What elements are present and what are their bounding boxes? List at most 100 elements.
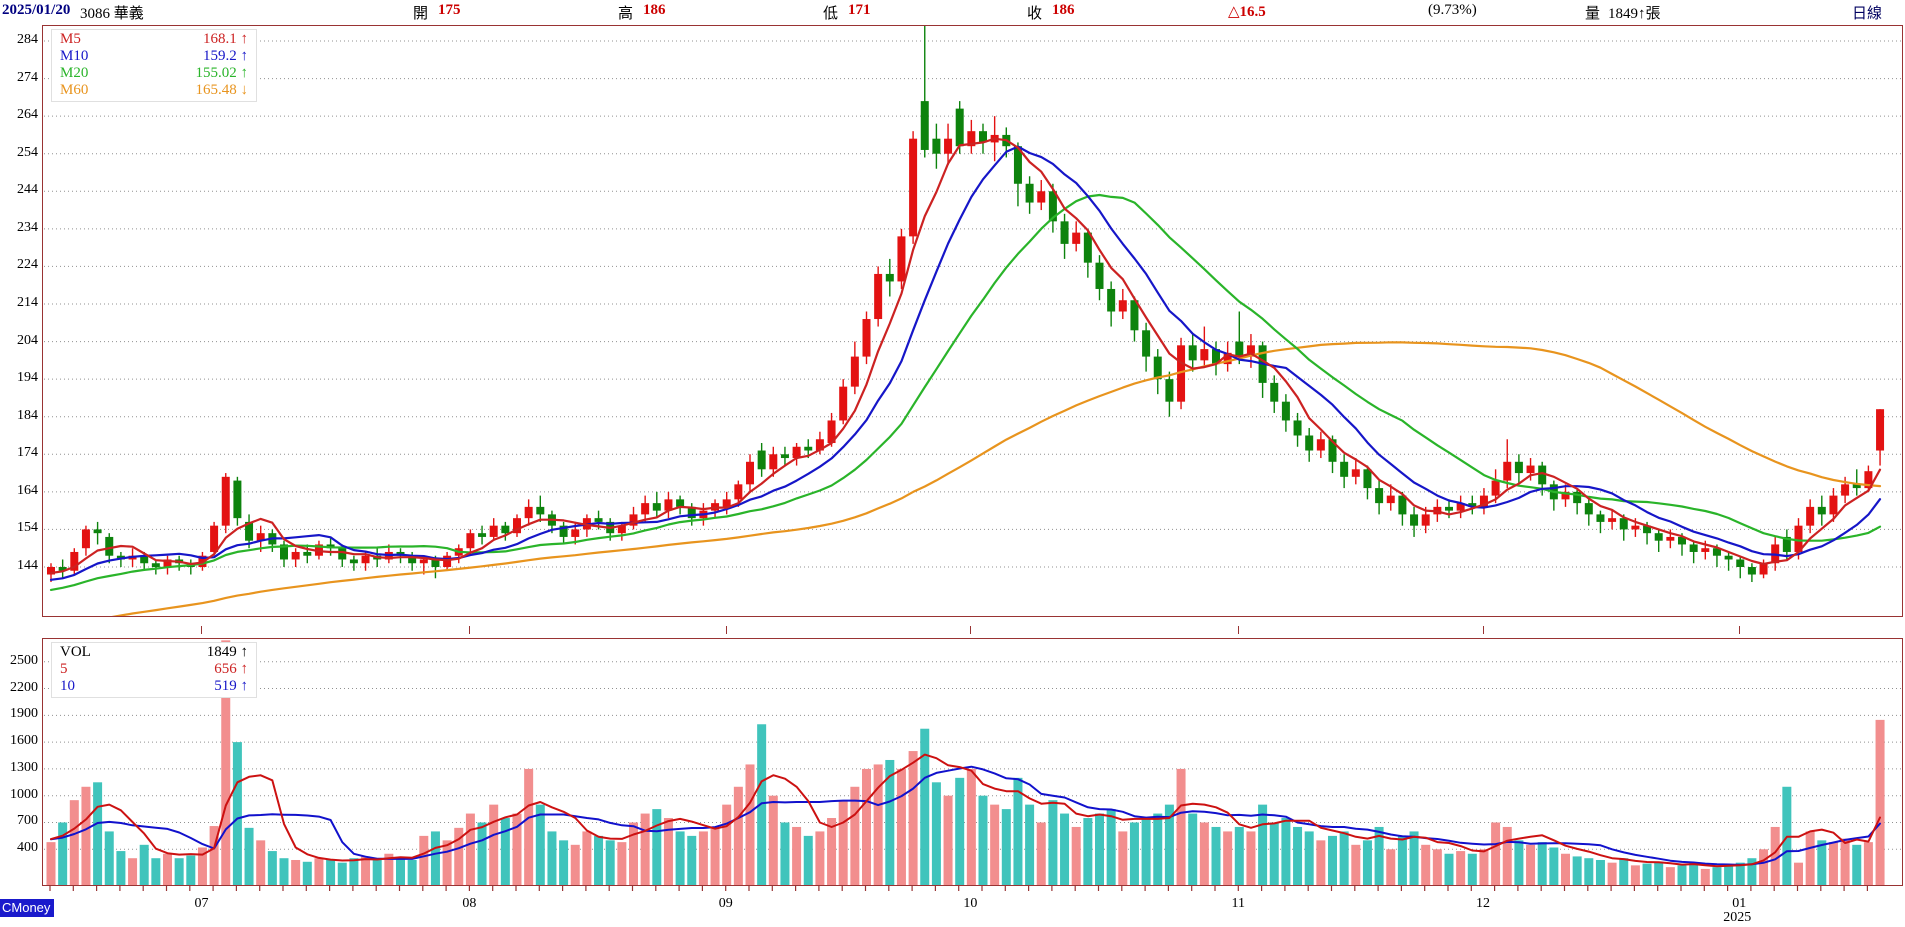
volume-bar[interactable] [209,826,219,885]
volume-chart-canvas[interactable] [43,639,1902,885]
volume-bar[interactable] [617,842,627,885]
volume-bar[interactable] [1875,719,1885,885]
volume-bar[interactable] [93,782,103,885]
volume-bar[interactable] [745,764,755,885]
candle[interactable] [1025,183,1034,203]
candle[interactable] [1246,345,1255,357]
volume-bar[interactable] [1246,831,1256,885]
candle[interactable] [1666,536,1675,541]
volume-bar[interactable] [1805,831,1815,885]
candle[interactable] [314,544,323,556]
candle[interactable] [1130,300,1139,331]
volume-bar[interactable] [1770,826,1780,885]
candle[interactable] [1270,382,1279,402]
candle[interactable] [967,131,976,147]
candle[interactable] [1235,341,1244,357]
volume-bar[interactable] [722,804,732,885]
volume-bar[interactable] [1677,865,1687,885]
candle[interactable] [629,514,638,526]
candle[interactable] [1538,465,1547,485]
volume-bar[interactable] [815,831,825,885]
candle[interactable] [303,551,312,556]
volume-bar[interactable] [547,831,557,885]
volume-bar[interactable] [1502,826,1512,885]
candle[interactable] [897,236,906,282]
candle[interactable] [233,480,242,519]
candle[interactable] [1107,288,1116,312]
volume-bar[interactable] [1561,853,1570,885]
volume-bar[interactable] [151,858,161,885]
volume-bar[interactable] [477,822,487,885]
volume-bar[interactable] [1153,813,1163,885]
candle[interactable] [1118,300,1127,312]
candle[interactable] [1293,420,1302,436]
volume-bar[interactable] [1747,858,1757,885]
candle[interactable] [1072,232,1081,244]
candle[interactable] [676,499,685,507]
volume-bar[interactable] [1724,864,1734,885]
volume-bar[interactable] [291,859,301,885]
volume-bar[interactable] [396,858,405,885]
candle[interactable] [1200,349,1209,361]
volume-bar[interactable] [1759,849,1769,885]
volume-bar[interactable] [873,764,883,885]
candle[interactable] [815,439,824,451]
candle[interactable] [1829,495,1838,515]
candle[interactable] [47,566,55,575]
candle[interactable] [804,446,813,451]
candle[interactable] [1188,345,1197,361]
volume-bar[interactable] [1526,844,1536,885]
volume-bar[interactable] [407,859,417,885]
candle[interactable] [1083,232,1092,263]
candle[interactable] [792,446,801,459]
volume-bar[interactable] [454,827,464,885]
volume-bar[interactable] [256,840,266,885]
volume-bar[interactable] [314,858,324,885]
candle[interactable] [1340,461,1349,477]
volume-bar[interactable] [1735,862,1745,885]
candle[interactable] [1410,514,1419,526]
volume-bar[interactable] [838,800,848,885]
volume-bar[interactable] [1863,842,1873,885]
candle[interactable] [245,521,254,541]
price-chart-panel[interactable] [42,25,1903,617]
volume-bar[interactable] [174,858,184,885]
candle[interactable] [1608,518,1617,522]
volume-bar[interactable] [1397,835,1407,885]
volume-bar[interactable] [990,804,1000,885]
volume-bar[interactable] [1700,868,1710,885]
volume-bar[interactable] [687,835,697,885]
candle[interactable] [513,518,521,534]
candle[interactable] [1852,484,1861,489]
candle[interactable] [1328,439,1337,462]
candle[interactable] [1142,330,1151,357]
volume-bar[interactable] [768,795,778,885]
volume-bar[interactable] [1689,862,1699,885]
candle[interactable] [1421,514,1430,526]
candle[interactable] [746,461,754,485]
volume-bar[interactable] [1060,813,1070,885]
candle[interactable] [571,529,580,537]
volume-bar[interactable] [1083,818,1093,885]
volume-bar[interactable] [1258,804,1268,885]
candle[interactable] [256,533,265,541]
candle[interactable] [1643,525,1652,534]
volume-bar[interactable] [419,835,429,885]
candle[interactable] [1654,533,1663,541]
candle[interactable] [1212,349,1220,365]
volume-bar[interactable] [570,844,580,885]
volume-bar[interactable] [128,858,138,885]
volume-bar[interactable] [1421,844,1431,885]
volume-bar[interactable] [1304,831,1314,885]
candle[interactable] [839,386,848,421]
candle[interactable] [291,551,300,560]
candle[interactable] [338,548,347,560]
candle[interactable] [1503,461,1512,481]
candle[interactable] [1456,503,1465,511]
volume-bar[interactable] [465,813,475,885]
volume-bar[interactable] [104,831,114,885]
candle[interactable] [431,559,440,567]
candle[interactable] [862,319,871,357]
candle[interactable] [780,454,789,459]
volume-bar[interactable] [1223,831,1233,885]
